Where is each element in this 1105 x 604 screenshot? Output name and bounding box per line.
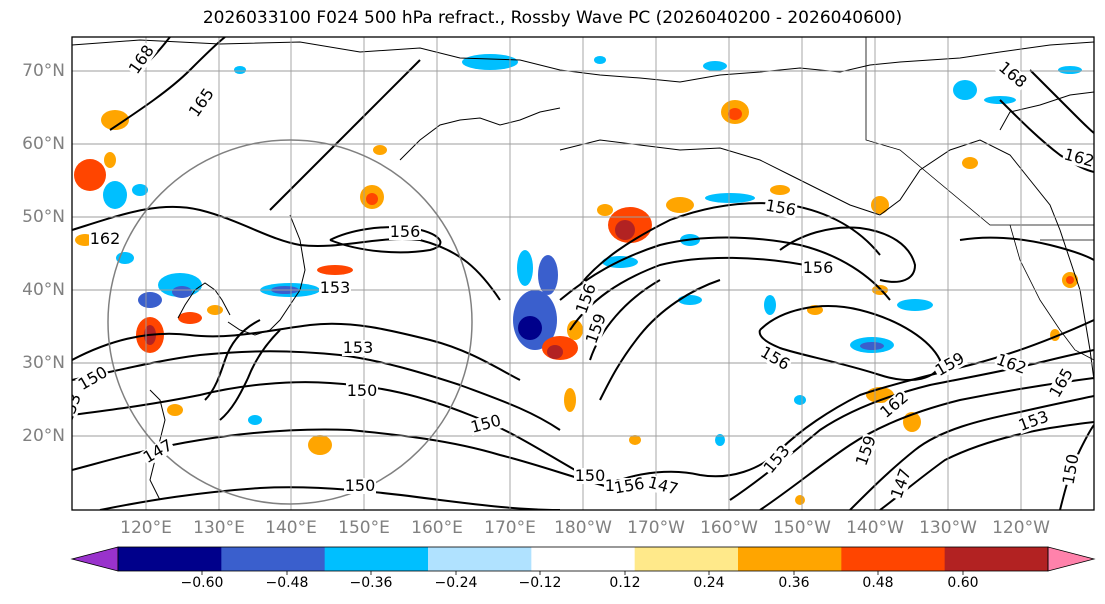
- contour-label-background: [125, 42, 158, 78]
- contour-label-background: [1060, 452, 1082, 487]
- colorbar-tick-label: 0.24: [693, 575, 725, 591]
- contour-label-background: [89, 231, 121, 247]
- contour-label-background: [757, 343, 793, 374]
- colorbar-bin: [324, 547, 429, 571]
- lon-label-150w: 150°W: [773, 518, 831, 538]
- contour-label-background: [995, 58, 1030, 92]
- colorbar-tick-label: 0.48: [862, 575, 894, 591]
- lat-label-60n: 60°N: [22, 134, 65, 154]
- colorbar-frame: [117, 546, 1049, 572]
- map-title: 2026033100 F024 500 hPa refract., Rossby…: [202, 8, 903, 28]
- colorbar-tick-label: −0.12: [518, 575, 562, 591]
- lon-label-140w: 140°W: [846, 518, 904, 538]
- contour-label-background: [342, 340, 374, 356]
- contour-label-background: [319, 280, 351, 296]
- colorbar-bin: [118, 547, 222, 571]
- contour-label-background: [574, 468, 606, 484]
- contour-label: 156: [390, 222, 421, 241]
- contour-label-background: [185, 85, 218, 121]
- focus-circle: [107, 139, 473, 505]
- colorbar-bin: [634, 547, 739, 571]
- political-borders: [865, 37, 1094, 361]
- lat-label-40n: 40°N: [22, 280, 65, 300]
- contour-label-background: [573, 280, 600, 317]
- colorbar-extend-left: [70, 546, 119, 572]
- contour-label-background: [760, 442, 794, 477]
- colorbar-tick-label: −0.36: [349, 575, 393, 591]
- colorbar-tick-label: 0.12: [609, 575, 641, 591]
- colorbar: [70, 546, 1096, 575]
- lon-label-170w: 170°W: [627, 518, 685, 538]
- height-contours: [72, 37, 1094, 510]
- contour-label-background: [853, 432, 880, 469]
- lat-label-30n: 30°N: [22, 353, 65, 373]
- lon-label-130w: 130°W: [919, 518, 977, 538]
- contour-label-background: [612, 475, 647, 497]
- lon-label-160e: 160°E: [411, 518, 463, 538]
- colorbar-bin: [738, 547, 842, 571]
- lon-label-170e: 170°E: [484, 518, 536, 538]
- lon-label-120w: 120°W: [992, 518, 1050, 538]
- colorbar-tick-label: 0.60: [947, 575, 979, 591]
- contour-label-background: [583, 310, 610, 347]
- contour-label-background: [877, 388, 912, 422]
- contour-label-background: [389, 224, 421, 240]
- lat-label-20n: 20°N: [22, 426, 65, 446]
- contour-label: 150: [575, 466, 606, 485]
- map-content: 1681651621621561561561561531531531531531…: [72, 37, 1094, 510]
- colorbar-bin: [841, 547, 946, 571]
- map-frame: [71, 36, 1095, 511]
- contour-label-background: [75, 363, 111, 394]
- contour-label-background: [1015, 408, 1052, 435]
- contour-label: 153: [320, 278, 351, 297]
- colorbar-bin: [221, 547, 326, 571]
- coastlines: [72, 39, 1094, 501]
- contour-label-background: [888, 465, 915, 502]
- contour-label-background: [763, 197, 798, 219]
- colorbar-tick-label: −0.60: [180, 575, 224, 591]
- lon-label-120e: 120°E: [120, 518, 172, 538]
- contour-label: 162: [90, 229, 121, 248]
- lon-label-150e: 150°E: [338, 518, 390, 538]
- anomaly-shading: [74, 54, 1082, 505]
- colorbar-extend-right: [1047, 546, 1096, 572]
- contour-label-background: [932, 349, 968, 380]
- contour-label: 156: [803, 258, 834, 277]
- lon-label-130e: 130°E: [193, 518, 245, 538]
- lon-label-160w: 160°W: [700, 518, 758, 538]
- contour-label-background: [993, 351, 1030, 378]
- contour-label-background: [72, 390, 85, 427]
- colorbar-tick-label: 0.36: [778, 575, 810, 591]
- colorbar-tick-label: −0.24: [434, 575, 478, 591]
- contour-label: 150: [347, 381, 378, 400]
- lat-label-70n: 70°N: [22, 61, 65, 81]
- contour-label: 153: [343, 338, 374, 357]
- colorbar-bin: [944, 547, 1049, 571]
- colorbar-bin: [428, 547, 532, 571]
- lon-label-180w: 180°W: [554, 518, 612, 538]
- contour-label-background: [140, 436, 176, 467]
- lon-label-140e: 140°E: [265, 518, 317, 538]
- lat-label-50n: 50°N: [22, 207, 65, 227]
- colorbar-bin: [531, 547, 636, 571]
- contour-label: 150: [345, 476, 376, 495]
- colorbar-tick-label: −0.48: [265, 575, 309, 591]
- contour-label-background: [1046, 365, 1077, 401]
- contour-label-background: [346, 383, 378, 399]
- contour-label-background: [802, 260, 834, 276]
- contour-label-background: [1061, 146, 1094, 171]
- contour-label-background: [344, 478, 376, 494]
